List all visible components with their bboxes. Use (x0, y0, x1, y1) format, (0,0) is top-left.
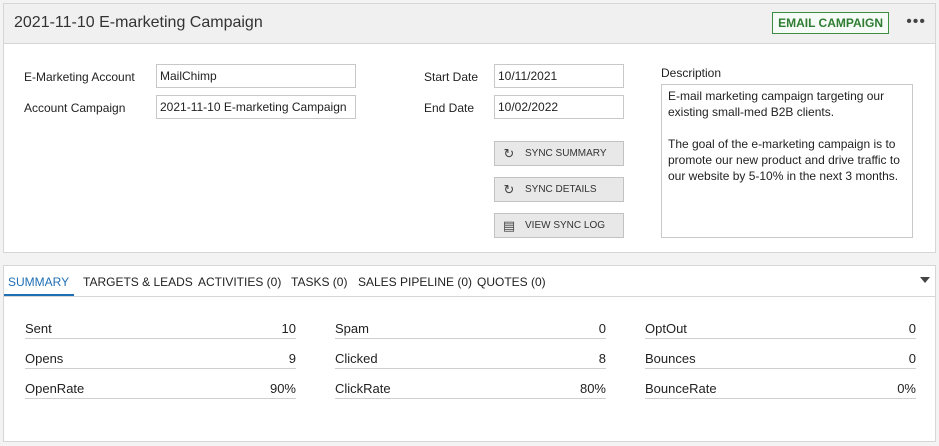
sync-details-button[interactable]: ↻ SYNC DETAILS (494, 177, 624, 202)
tab-activities[interactable]: ACTIVITIES (0) (198, 275, 282, 289)
stat-value: 0% (897, 381, 916, 396)
tab-tasks[interactable]: TASKS (0) (291, 275, 348, 289)
summary-panel: SUMMARY TARGETS & LEADS ACTIVITIES (0) T… (3, 265, 936, 442)
active-tab-indicator (4, 294, 74, 296)
stat-openrate: OpenRate 90% (25, 379, 296, 399)
start-date-field[interactable]: 10/11/2021 (494, 64, 624, 88)
sync-details-label: SYNC DETAILS (525, 184, 597, 195)
stat-label: OpenRate (25, 381, 85, 396)
stat-optout: OptOut 0 (645, 319, 916, 339)
stat-clickrate: ClickRate 80% (335, 379, 606, 399)
stat-sent: Sent 10 (25, 319, 296, 339)
account-campaign-label: Account Campaign (24, 101, 126, 115)
stat-bouncerate: BounceRate 0% (645, 379, 916, 399)
panel-header: 2021-11-10 E-marketing Campaign EMAIL CA… (4, 4, 935, 44)
sync-summary-button[interactable]: ↻ SYNC SUMMARY (494, 141, 624, 166)
stat-clicked: Clicked 8 (335, 349, 606, 369)
stat-label: Spam (335, 321, 369, 336)
stat-opens: Opens 9 (25, 349, 296, 369)
stat-value: 0 (908, 351, 916, 366)
stat-value: 80% (579, 381, 606, 396)
end-date-field[interactable]: 10/02/2022 (494, 95, 624, 119)
tab-sales-pipeline[interactable]: SALES PIPELINE (0) (358, 275, 473, 289)
description-field[interactable]: E-mail marketing campaign targeting our … (661, 84, 913, 238)
account-campaign-field[interactable]: 2021-11-10 E-marketing Campaign (156, 95, 356, 119)
stat-label: Clicked (335, 351, 378, 366)
view-sync-log-button[interactable]: ▤ VIEW SYNC LOG (494, 213, 624, 238)
end-date-label: End Date (424, 101, 475, 115)
stat-label: ClickRate (335, 381, 391, 396)
view-sync-log-label: VIEW SYNC LOG (525, 220, 606, 231)
stat-label: OptOut (645, 321, 687, 336)
log-icon: ▤ (502, 218, 516, 233)
stat-value: 8 (598, 351, 606, 366)
campaign-type-badge: EMAIL CAMPAIGN (772, 12, 889, 34)
stat-value: 0 (908, 321, 916, 336)
page-title: 2021-11-10 E-marketing Campaign (14, 14, 263, 31)
refresh-icon: ↻ (503, 182, 515, 197)
start-date-label: Start Date (424, 70, 479, 84)
more-options-icon[interactable]: ••• (906, 13, 926, 30)
stat-label: Opens (25, 351, 64, 366)
tab-bar: SUMMARY TARGETS & LEADS ACTIVITIES (0) T… (4, 266, 935, 297)
sync-summary-label: SYNC SUMMARY (525, 148, 607, 159)
stat-value: 10 (281, 321, 296, 336)
stat-spam: Spam 0 (335, 319, 606, 339)
emarketing-account-label: E-Marketing Account (24, 70, 135, 84)
tab-quotes[interactable]: QUOTES (0) (477, 275, 546, 289)
chevron-down-icon[interactable] (920, 277, 930, 283)
stat-value: 9 (288, 351, 296, 366)
stat-value: 90% (269, 381, 296, 396)
refresh-icon: ↻ (503, 146, 515, 161)
stat-bounces: Bounces 0 (645, 349, 916, 369)
stat-value: 0 (598, 321, 606, 336)
stat-label: Sent (25, 321, 52, 336)
emarketing-account-field[interactable]: MailChimp (156, 64, 356, 88)
tab-targets-leads[interactable]: TARGETS & LEADS (83, 275, 193, 289)
stat-label: Bounces (645, 351, 696, 366)
stat-label: BounceRate (645, 381, 717, 396)
tab-summary[interactable]: SUMMARY (8, 275, 70, 289)
description-label: Description (661, 66, 722, 80)
campaign-details-panel: 2021-11-10 E-marketing Campaign EMAIL CA… (3, 3, 936, 253)
